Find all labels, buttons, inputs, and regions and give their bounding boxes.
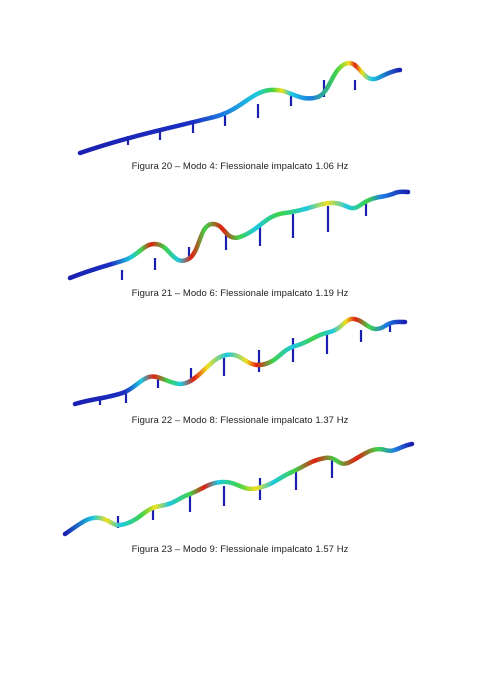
figure-caption: Figura 20 – Modo 4: Flessionale impalcat… <box>131 161 349 172</box>
figure-caption: Figura 21 – Modo 6: Flessionale impalcat… <box>131 288 349 299</box>
figure-caption: Figura 23 – Modo 9: Flessionale impalcat… <box>131 544 349 555</box>
mode-4-deck <box>77 60 403 156</box>
figure-caption: Figura 22 – Modo 8: Flessionale impalcat… <box>131 415 349 426</box>
figure-mode-9: Figura 23 – Modo 9: Flessionale impalcat… <box>0 438 480 563</box>
figure-mode-4: Figura 20 – Modo 4: Flessionale impalcat… <box>0 0 480 180</box>
mode-6-deformed-shape <box>67 189 411 281</box>
mode-8-deformed-shape <box>72 316 408 407</box>
mode-9-deck <box>62 441 415 537</box>
figure-mode-6: Figura 21 – Modo 6: Flessionale impalcat… <box>0 180 480 310</box>
mode-4-piers <box>126 80 357 145</box>
mode-4-deformed-shape <box>77 60 403 156</box>
mode-6-deck <box>67 189 411 281</box>
mode-8-piers <box>98 322 392 405</box>
figure-mode-8: Figura 22 – Modo 8: Flessionale impalcat… <box>0 310 480 438</box>
mode-9-deformed-shape <box>62 441 415 537</box>
mode-6-piers <box>120 200 368 280</box>
mode-8-deck <box>72 316 408 407</box>
